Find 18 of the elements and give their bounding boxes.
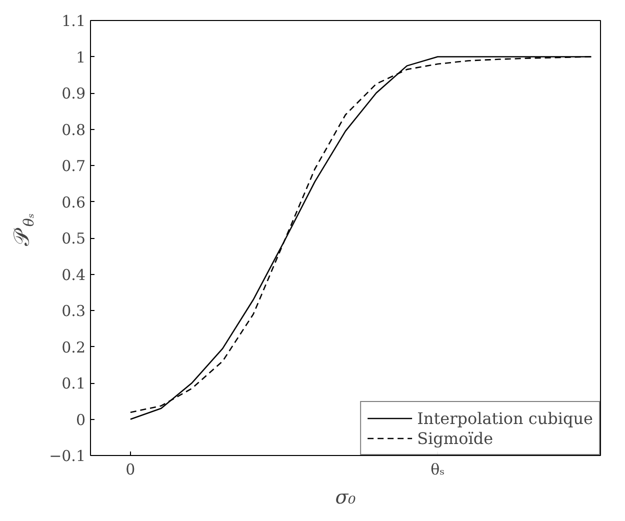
y-tick-label: 0.9	[62, 84, 86, 102]
y-tick-label: −0.1	[49, 447, 86, 465]
y-tick-label: 0.8	[62, 120, 86, 139]
y-tick-label: 0.6	[62, 193, 86, 212]
legend-label: Sigmoïde	[417, 428, 494, 448]
y-tick-label: 0.1	[62, 374, 86, 392]
y-tick-label: 0.2	[62, 338, 86, 356]
y-tick-label: 0.5	[62, 230, 86, 248]
y-tick-label: 0.4	[62, 266, 86, 284]
y-tick-label: 0.3	[62, 302, 86, 320]
x-axis-title: σ₀	[335, 486, 356, 508]
y-tick-label: 1	[76, 48, 86, 66]
y-tick-label: 1.1	[62, 12, 86, 30]
y-tick-label: 0.7	[62, 157, 86, 175]
y-tick-label: 0	[76, 410, 86, 429]
legend-label: Interpolation cubique	[417, 408, 593, 428]
x-tick-label: θₛ	[430, 460, 445, 478]
y-axis-title: 𝒫θₛ	[10, 213, 38, 246]
